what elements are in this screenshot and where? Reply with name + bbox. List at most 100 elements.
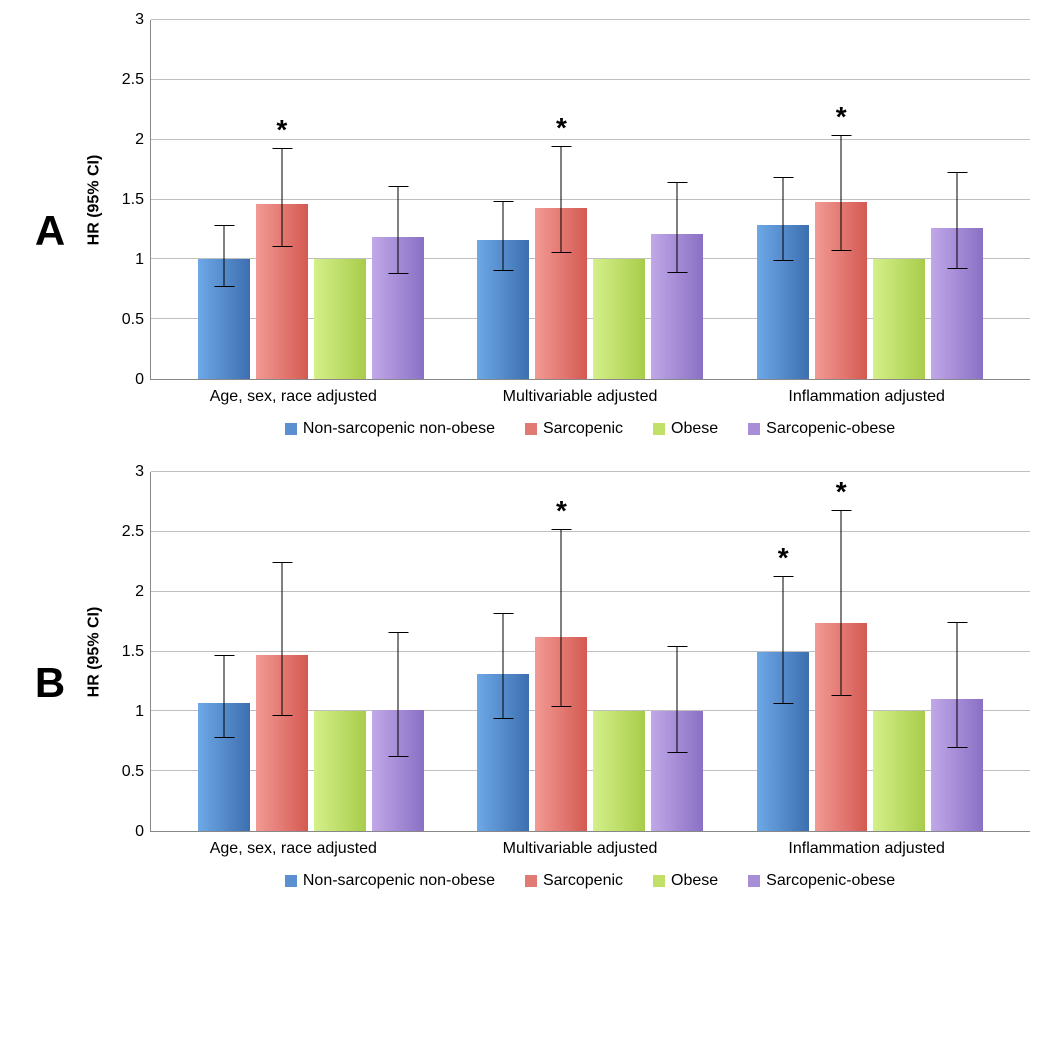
bar-slot: *: [535, 20, 587, 379]
bar-slot: [593, 472, 645, 831]
y-tick: 3: [135, 463, 144, 481]
bar-slot: [931, 472, 983, 831]
bar-slot: [198, 20, 250, 379]
error-bar: [503, 613, 504, 718]
legend-label: Obese: [671, 420, 718, 438]
error-bar: [281, 148, 282, 247]
bar-obese: [314, 711, 366, 831]
legend-label: Sarcopenic: [543, 872, 623, 890]
x-category-label: Inflammation adjusted: [723, 388, 1010, 406]
y-tick: 2: [135, 583, 144, 601]
bar-slot: [651, 20, 703, 379]
significance-star: *: [276, 116, 287, 144]
legend-swatch: [525, 423, 537, 435]
legend-label: Non-sarcopenic non-obese: [303, 420, 495, 438]
plot-area: * * *: [150, 20, 1030, 380]
legend-item-nonsarc_nonobese: Non-sarcopenic non-obese: [285, 420, 495, 438]
y-tick: 0.5: [122, 311, 144, 329]
legend-item-obese: Obese: [653, 420, 718, 438]
error-bar: [397, 186, 398, 273]
legend-label: Sarcopenic: [543, 420, 623, 438]
legend-item-sarcopenic: Sarcopenic: [525, 420, 623, 438]
bar-group: [198, 472, 424, 831]
legend-swatch: [653, 875, 665, 887]
error-bar: [223, 225, 224, 287]
error-bar: [783, 177, 784, 261]
legend-label: Non-sarcopenic non-obese: [303, 872, 495, 890]
bar-slot: *: [815, 472, 867, 831]
error-bar: [957, 622, 958, 749]
y-axis-label: HR (95% CI): [85, 155, 103, 246]
y-axis-label: HR (95% CI): [85, 607, 103, 698]
legend-swatch: [525, 875, 537, 887]
bar-slot: [372, 472, 424, 831]
significance-star: *: [836, 103, 847, 131]
chart-wrap: HR (95% CI)00.511.522.53***Age, sex, rac…: [80, 20, 1030, 442]
error-bar: [677, 646, 678, 754]
y-tick: 1: [135, 703, 144, 721]
bar-slot: [477, 472, 529, 831]
bar-group: *: [477, 20, 703, 379]
x-category-label: Inflammation adjusted: [723, 840, 1010, 858]
legend-item-sarcopenic: Sarcopenic: [525, 872, 623, 890]
bar-group: *: [198, 20, 424, 379]
bar-group: *: [757, 20, 983, 379]
legend: Non-sarcopenic non-obese Sarcopenic Obese S…: [80, 406, 1030, 442]
significance-star: *: [556, 497, 567, 525]
error-bar: [397, 632, 398, 756]
legend-item-sarc_obese: Sarcopenic-obese: [748, 872, 895, 890]
bar-slot: *: [815, 20, 867, 379]
bar-slot: [256, 472, 308, 831]
x-category-label: Multivariable adjusted: [437, 388, 724, 406]
significance-star: *: [778, 544, 789, 572]
error-bar: [841, 135, 842, 251]
legend-item-sarc_obese: Sarcopenic-obese: [748, 420, 895, 438]
error-bar: [503, 201, 504, 272]
panel-label: B: [20, 659, 80, 707]
bar-slot: [757, 20, 809, 379]
bar-obese: [593, 711, 645, 831]
legend-swatch: [285, 875, 297, 887]
error-bar: [957, 172, 958, 269]
bar-obese: [873, 259, 925, 379]
bar-slot: [593, 20, 645, 379]
y-tick: 1.5: [122, 191, 144, 209]
panel-label: A: [20, 207, 80, 255]
y-tick: 2.5: [122, 71, 144, 89]
legend-label: Obese: [671, 872, 718, 890]
error-bar: [783, 576, 784, 704]
x-category-label: Multivariable adjusted: [437, 840, 724, 858]
error-bar: [677, 182, 678, 273]
y-tick: 1: [135, 251, 144, 269]
x-category-label: Age, sex, race adjusted: [150, 388, 437, 406]
y-tick: 2.5: [122, 523, 144, 541]
bar-obese: [873, 711, 925, 831]
bar-slot: [931, 20, 983, 379]
bar-obese: [593, 259, 645, 379]
legend-swatch: [653, 423, 665, 435]
panel-a: AHR (95% CI)00.511.522.53***Age, sex, ra…: [20, 20, 1030, 442]
x-category-label: Age, sex, race adjusted: [150, 840, 437, 858]
bar-slot: *: [757, 472, 809, 831]
legend-swatch: [285, 423, 297, 435]
bar-slot: [873, 20, 925, 379]
bar-group: **: [757, 472, 983, 831]
error-bar: [561, 146, 562, 254]
legend-label: Sarcopenic-obese: [766, 420, 895, 438]
significance-star: *: [836, 478, 847, 506]
plot-area: ***: [150, 472, 1030, 832]
y-tick: 1.5: [122, 643, 144, 661]
bar-slot: *: [256, 20, 308, 379]
bar-slot: [372, 20, 424, 379]
error-bar: [281, 562, 282, 716]
bar-slot: [198, 472, 250, 831]
error-bar: [223, 655, 224, 738]
bar-group: *: [477, 472, 703, 831]
y-tick: 0: [135, 371, 144, 389]
panel-b: BHR (95% CI)00.511.522.53***Age, sex, ra…: [20, 472, 1030, 894]
y-tick: 3: [135, 11, 144, 29]
significance-star: *: [556, 114, 567, 142]
legend-item-obese: Obese: [653, 872, 718, 890]
legend-swatch: [748, 875, 760, 887]
legend: Non-sarcopenic non-obese Sarcopenic Obese S…: [80, 858, 1030, 894]
